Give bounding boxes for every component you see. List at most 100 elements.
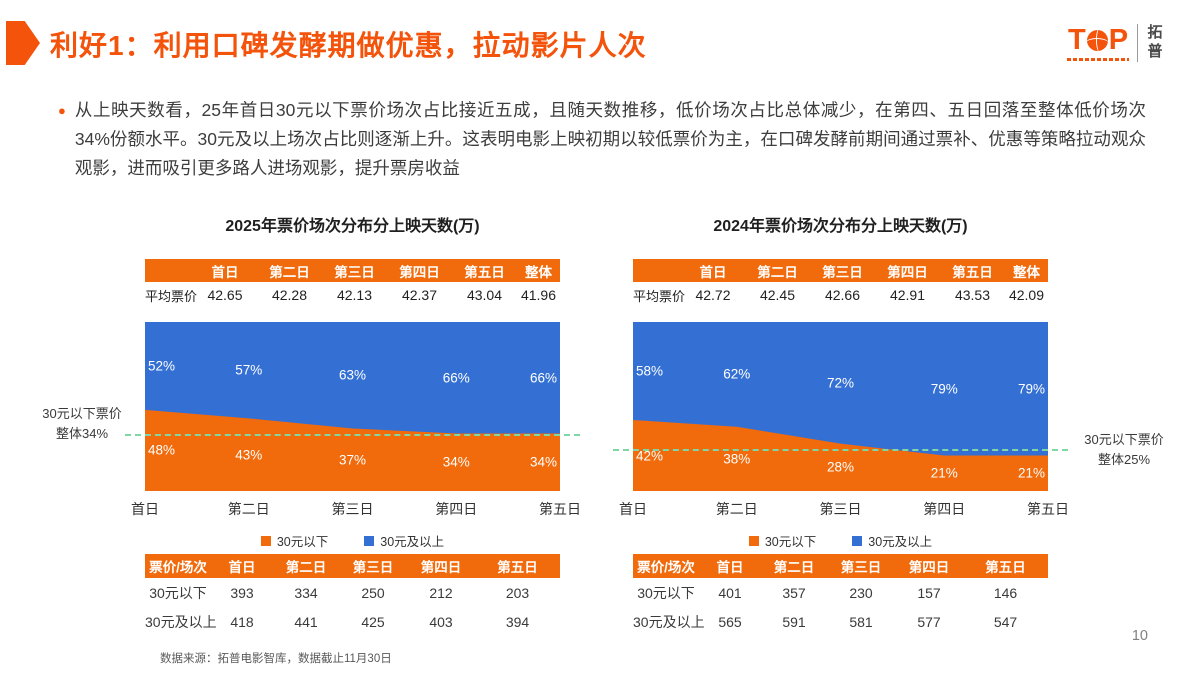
logo-letter-t: T [1067,23,1086,56]
avg-price-value-row: 平均票价 42.72 42.45 42.66 42.91 43.53 42.09 [633,284,1048,306]
logo-letter-p: P [1108,23,1129,56]
table-cell: 565 [718,613,742,630]
avg-value-cell: 42.13 [336,287,373,303]
sessions-table-2024: 票价/场次 首日 第二日 第三日 第四日 第五日 30元以下 401 357 2… [633,554,1048,636]
page-number: 10 [1131,628,1148,644]
table-cell: 146 [993,584,1018,601]
pct-label: 38% [723,451,751,467]
avg-value-cell: 42.37 [401,287,438,303]
logo-letters: T P [1067,23,1129,56]
x-axis-2025: 首日 第二日 第三日 第四日 第五日 [131,499,581,517]
legend-item-above-30: 30元及以上 [364,531,444,550]
chart-2025: 2025年票价场次分布分上映天数(万) 首日 第二日 第三日 第四日 第五日 整… [42,208,581,640]
row-label: 30元及以上 [145,613,217,630]
pct-label: 42% [636,448,664,463]
table-header-cell: 首日 [228,560,256,575]
table-header-cell: 第三日 [352,560,394,575]
table-cell: 394 [505,613,530,630]
table-row: 30元以下 401 357 230 157 146 [633,578,1048,607]
table-header-cell: 第五日 [497,560,538,575]
avg-header-cell: 整体 [1013,264,1040,280]
legend-2024: 30元以下 30元及以上 [633,531,1048,550]
avg-header-cell: 第四日 [399,264,440,280]
row-label: 30元以下 [149,584,207,601]
blue-swatch-icon [364,535,375,546]
avg-value-cell: 42.09 [1008,287,1045,303]
pct-label: 66% [442,370,470,386]
avg-header-cell: 整体 [525,264,552,280]
x-axis-label: 第四日 [923,501,966,517]
x-axis-label: 首日 [619,501,647,517]
x-axis-label: 第五日 [539,501,581,517]
stacked-area-svg [145,322,560,491]
legend-label: 30元及以上 [380,535,445,549]
reference-annotation-2025: 30元以下票价 整体34% [29,404,135,444]
sessions-table-2025: 票价/场次 首日 第二日 第三日 第四日 第五日 30元以下 393 334 2… [145,554,560,636]
avg-header-cell: 第三日 [334,264,375,280]
legend-label: 30元以下 [764,535,817,549]
pct-label: 37% [338,452,367,468]
orange-swatch-icon [748,535,759,546]
avg-header-cell: 第五日 [464,264,505,280]
avg-value-cell: 42.45 [759,287,796,303]
orange-swatch-icon [260,535,271,546]
avg-row-label: 平均票价 [633,288,686,304]
pct-label: 21% [1017,465,1045,481]
table-header-cell: 第四日 [420,560,462,575]
legend-item-below-30: 30元以下 [260,531,328,550]
table-cell: 547 [993,613,1018,630]
annotation-line1: 30元以下票价 [1084,432,1164,447]
stacked-area-plot-2025: 52% 48% 57% 43% 63% 37% 66% 34% 66% 34% [125,322,580,491]
table-cell: 403 [429,613,453,630]
table-header-row: 票价/场次 首日 第二日 第三日 第四日 第五日 [633,554,1048,578]
avg-price-header-row: 首日 第二日 第三日 第四日 第五日 整体 [145,259,560,282]
pct-label: 21% [930,465,958,481]
row-label: 30元以下 [637,584,695,601]
annotation-line2: 整体34% [55,426,109,442]
x-axis-label: 第二日 [715,501,758,517]
table-cell: 577 [917,613,941,630]
reference-dashed-line [125,433,580,436]
reference-dashed-line [613,448,1068,451]
table-cell: 203 [505,584,530,601]
table-cell: 401 [718,584,742,601]
x-axis-label: 第三日 [819,501,862,517]
legend-item-below-30: 30元以下 [748,531,817,550]
avg-header-cell: 首日 [699,264,727,280]
logo-chinese-name: 拓普 [1147,24,1163,60]
pct-label: 43% [235,447,263,463]
table-header-cell: 票价/场次 [149,560,207,575]
table-cell: 425 [361,613,385,630]
table-header-cell: 首日 [716,560,744,575]
logo-wordmark: T P [1067,23,1129,61]
avg-row-label: 平均票价 [145,288,198,304]
pct-label: 63% [338,367,367,383]
chart-title-2024: 2024年票价场次分布分上映天数(万) [713,218,968,235]
table-row: 30元及以上 565 591 581 577 547 [633,607,1048,636]
pct-label: 57% [235,362,263,378]
stacked-area-svg [633,322,1048,491]
table-cell: 393 [230,584,254,601]
stacked-area-plot-2024: 58% 42% 62% 38% 72% 28% 79% 21% 79% 21% [613,322,1068,491]
avg-header-cell: 第三日 [822,264,863,280]
legend-2025: 30元以下 30元及以上 [145,531,560,550]
basketball-icon [1086,29,1108,51]
row-label: 30元及以上 [633,613,705,630]
table-cell: 418 [230,613,254,630]
avg-header-cell: 第五日 [952,264,993,280]
avg-header-cell: 第二日 [757,264,798,280]
pct-label: 66% [529,370,557,386]
avg-header-cell: 第二日 [269,264,310,280]
pct-label: 34% [442,454,470,470]
avg-value-cell: 42.72 [695,287,731,303]
summary-bullet: ● 从上映天数看，25年首日30元以下票价场次占比接近五成，且随天数推移，低价场… [58,96,1146,183]
blue-swatch-icon [852,535,863,546]
page-title: 利好1：利用口碑发酵期做优惠，拉动影片人次 [50,30,647,61]
pct-label: 48% [148,442,176,458]
pct-label: 28% [826,459,855,475]
bullet-icon: ● [58,103,66,118]
logo-divider [1137,24,1138,62]
table-header-cell: 票价/场次 [637,560,695,575]
legend-label: 30元及以上 [868,535,933,549]
avg-price-header-row: 首日 第二日 第三日 第四日 第五日 整体 [633,259,1048,282]
